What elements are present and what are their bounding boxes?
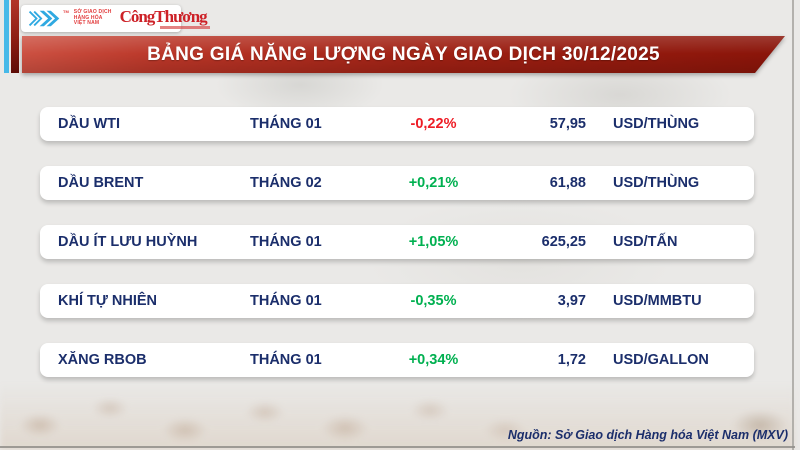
mxv-text-line3: VIỆT NAM [73, 20, 100, 27]
price-value: 3,97 [557, 293, 586, 309]
price-row: DẦU ÍT LƯU HUỲNH THÁNG 01 +1,05% 625,25 … [40, 225, 754, 259]
mxv-text-line2: HÀNG HÓA [73, 14, 103, 21]
cong-thuong-logo: CôngThương [120, 8, 210, 29]
title-banner: BẢNG GIÁ NĂNG LƯỢNG NGÀY GIAO DỊCH 30/12… [22, 36, 785, 73]
percent-change: -0,35% [410, 293, 457, 309]
cong-thuong-tagline-bar [159, 26, 210, 29]
price-unit: USD/MMBTU [613, 293, 702, 309]
price-value: 57,95 [549, 116, 586, 132]
trademark-mark: TM [63, 9, 69, 14]
background-photo-bottom-edge [0, 446, 795, 448]
price-value: 1,72 [557, 352, 586, 368]
price-row: DẦU WTI THÁNG 01 -0,22% 57,95 USD/THÙNG [40, 107, 754, 141]
price-table: DẦU WTI THÁNG 01 -0,22% 57,95 USD/THÙNG … [40, 107, 754, 377]
background-photo-right-edge [792, 0, 794, 450]
contract-month: THÁNG 01 [250, 116, 322, 132]
price-row: DẦU BRENT THÁNG 02 +0,21% 61,88 USD/THÙN… [40, 166, 754, 200]
background-commodity-photo [0, 370, 794, 450]
percent-change: +1,05% [408, 234, 459, 250]
commodity-name: DẦU ÍT LƯU HUỲNH [58, 234, 198, 250]
mxv-logo-text: SỞ GIAO DỊCH HÀNG HÓA VIỆT NAM [73, 8, 112, 28]
left-accent-red-stripe [11, 0, 19, 73]
commodity-name: XĂNG RBOB [58, 352, 147, 368]
price-unit: USD/GALLON [613, 352, 709, 368]
contract-month: THÁNG 02 [250, 175, 322, 191]
commodity-name: KHÍ TỰ NHIÊN [58, 293, 158, 309]
price-unit: USD/THÙNG [613, 175, 700, 191]
price-row: XĂNG RBOB THÁNG 01 +0,34% 1,72 USD/GALLO… [40, 343, 754, 377]
percent-change: -0,22% [410, 116, 457, 132]
cong-thuong-wordmark: CôngThương [119, 7, 208, 26]
contract-month: THÁNG 01 [250, 293, 322, 309]
source-caption: Nguồn: Sở Giao dịch Hàng hóa Việt Nam (M… [507, 428, 788, 442]
left-accent-cyan-stripe [4, 0, 9, 73]
contract-month: THÁNG 01 [250, 352, 322, 368]
price-value: 61,88 [549, 175, 586, 191]
commodity-name: DẦU BRENT [58, 175, 144, 191]
price-row: KHÍ TỰ NHIÊN THÁNG 01 -0,35% 3,97 USD/MM… [40, 284, 754, 318]
logo-bar: TM SỞ GIAO DỊCH HÀNG HÓA VIỆT NAM CôngTh… [21, 5, 210, 32]
mxv-logo-icon: TM [28, 10, 69, 27]
commodity-name: DẦU WTI [58, 116, 121, 132]
contract-month: THÁNG 01 [250, 234, 322, 250]
price-unit: USD/THÙNG [613, 116, 700, 132]
price-value: 625,25 [541, 234, 586, 250]
percent-change: +0,34% [408, 352, 459, 368]
title-banner-shape: BẢNG GIÁ NĂNG LƯỢNG NGÀY GIAO DỊCH 30/12… [22, 36, 785, 73]
percent-change: +0,21% [408, 175, 459, 191]
mxv-text-line1: SỞ GIAO DỊCH [73, 8, 112, 15]
page-title: BẢNG GIÁ NĂNG LƯỢNG NGÀY GIAO DỊCH 30/12… [147, 43, 660, 65]
price-unit: USD/TẤN [613, 234, 678, 250]
